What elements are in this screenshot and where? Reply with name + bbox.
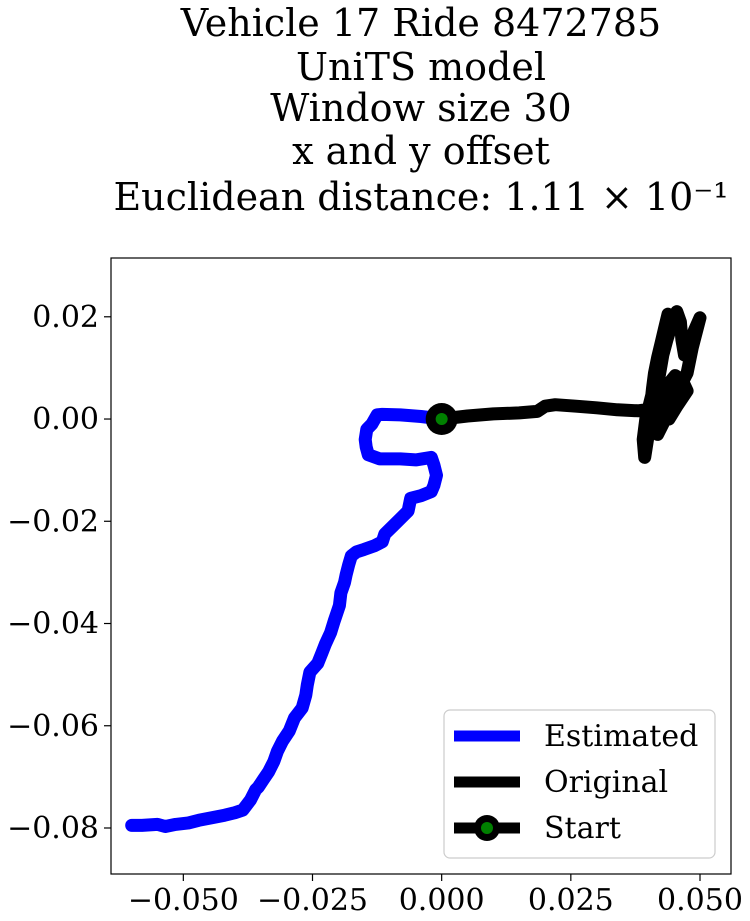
start-marker-layer [425, 403, 458, 436]
y-tick-label: 0.02 [32, 300, 99, 335]
title-line-1: Vehicle 17 Ride 8472785 [180, 1, 661, 45]
y-axis: 0.02 0.00 −0.02 −0.04 −0.06 −0.08 [7, 300, 111, 846]
legend-box [443, 709, 716, 859]
plot-area-frame [110, 257, 732, 875]
legend-label-start: Start [544, 811, 621, 846]
x-tick-label: −0.025 [257, 883, 368, 918]
legend-swatch-start-inner [481, 822, 493, 834]
legend: Estimated Original Start [443, 709, 716, 859]
title-line-5: Euclidean distance: 1.11 × 10⁻¹ [113, 175, 728, 219]
title-line-4: x and y offset [292, 129, 550, 173]
chart-title: Vehicle 17 Ride 8472785 UniTS model Wind… [113, 1, 728, 219]
y-tick-label: 0.00 [32, 402, 99, 437]
x-tick-label: 0.050 [657, 883, 743, 918]
y-tick-label: −0.06 [7, 709, 99, 744]
series-layer [125, 305, 707, 833]
x-tick-label: 0.000 [399, 883, 485, 918]
x-tick-label: 0.025 [528, 883, 614, 918]
title-line-2: UniTS model [296, 45, 546, 89]
legend-label-estimated: Estimated [544, 719, 698, 754]
x-axis: −0.050 −0.025 0.000 0.025 0.050 [128, 874, 743, 918]
start-marker-inner [435, 413, 448, 426]
series-line-original [435, 305, 707, 464]
y-tick-label: −0.08 [7, 811, 99, 846]
legend-label-original: Original [544, 765, 668, 800]
x-tick-label: −0.050 [128, 883, 239, 918]
y-tick-label: −0.02 [7, 504, 99, 539]
series-line-estimated [125, 407, 449, 833]
y-tick-label: −0.04 [7, 607, 99, 642]
title-line-3: Window size 30 [270, 86, 571, 130]
